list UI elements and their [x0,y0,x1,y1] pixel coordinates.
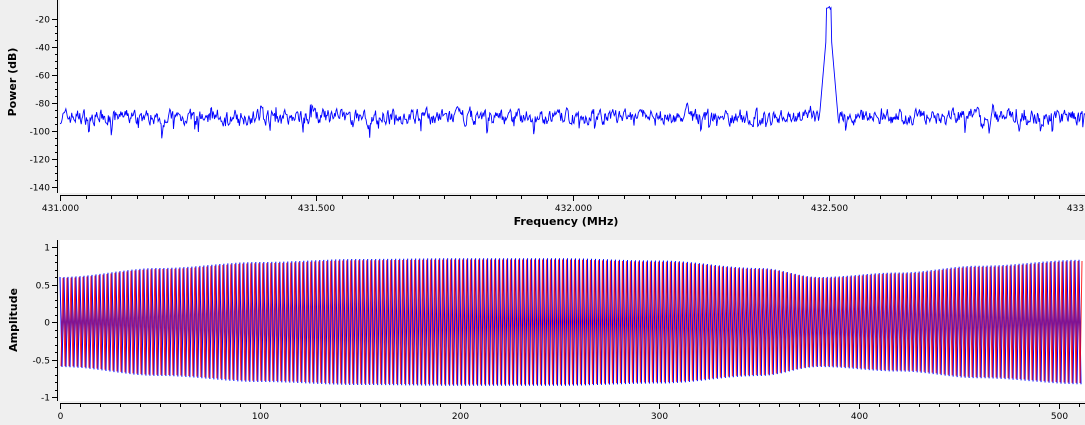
spectrum-y-tick-label: -20 [35,16,50,26]
spectrum-trace [59,5,1085,139]
spectrum-x-label: Frequency (MHz) [514,215,619,228]
spectrum-plot: -20-40-60-80-100-120-140 431.000 431.500 4… [6,0,1085,228]
time-x-tick-label: 400 [851,412,868,422]
spectrum-y-tick-label: -100 [30,128,51,138]
spectrum-x-tick-label: 431.000 [42,204,79,214]
spectrum-y-tick-label: -120 [30,156,51,166]
time-y-tick-label: 0 [44,319,50,329]
spectrum-y-tick-label: -60 [35,72,50,82]
time-trace-im [60,259,1083,385]
spectrum-y-tick-label: -80 [35,100,50,110]
spectrum-y-tick-label: -140 [30,184,51,194]
spectrum-x-tick-label: 431.500 [298,204,335,214]
time-x-ticks: 0 100 200 300 400 500 [58,404,1080,422]
time-plot: 1 0.5 0 -0.5 -1 0 100 200 300 400 500 Amplitude [7,240,1085,422]
time-y-tick-label: 1 [44,244,50,254]
time-y-label: Amplitude [7,288,20,352]
spectrum-plot-area[interactable] [60,0,1085,193]
time-x-tick-label: 100 [252,412,269,422]
spectrum-y-label: Power (dB) [6,48,19,117]
time-x-tick-label: 300 [651,412,668,422]
time-y-tick-label: 0.5 [36,282,50,292]
time-y-tick-label: -1 [41,394,50,404]
time-x-tick-label: 200 [452,412,469,422]
time-y-ticks: 1 0.5 0 -0.5 -1 [32,244,57,404]
time-x-tick-label: 500 [1051,412,1068,422]
spectrum-x-tick-label: 433.000 [1067,204,1085,214]
spectrum-y-ticks: -20 -40 -60 -80 -100 -120 -140 [30,16,57,194]
spectrum-x-tick-label: 432.500 [811,204,848,214]
spectrum-y-tick-label: -40 [35,44,50,54]
spectrum-x-tick-label: 432.000 [555,204,592,214]
time-x-tick-label: 0 [58,412,64,422]
time-y-tick-label: -0.5 [32,357,50,367]
spectrum-x-ticks: 431.000 431.500 432.000 432.500 433.000 [42,196,1085,214]
